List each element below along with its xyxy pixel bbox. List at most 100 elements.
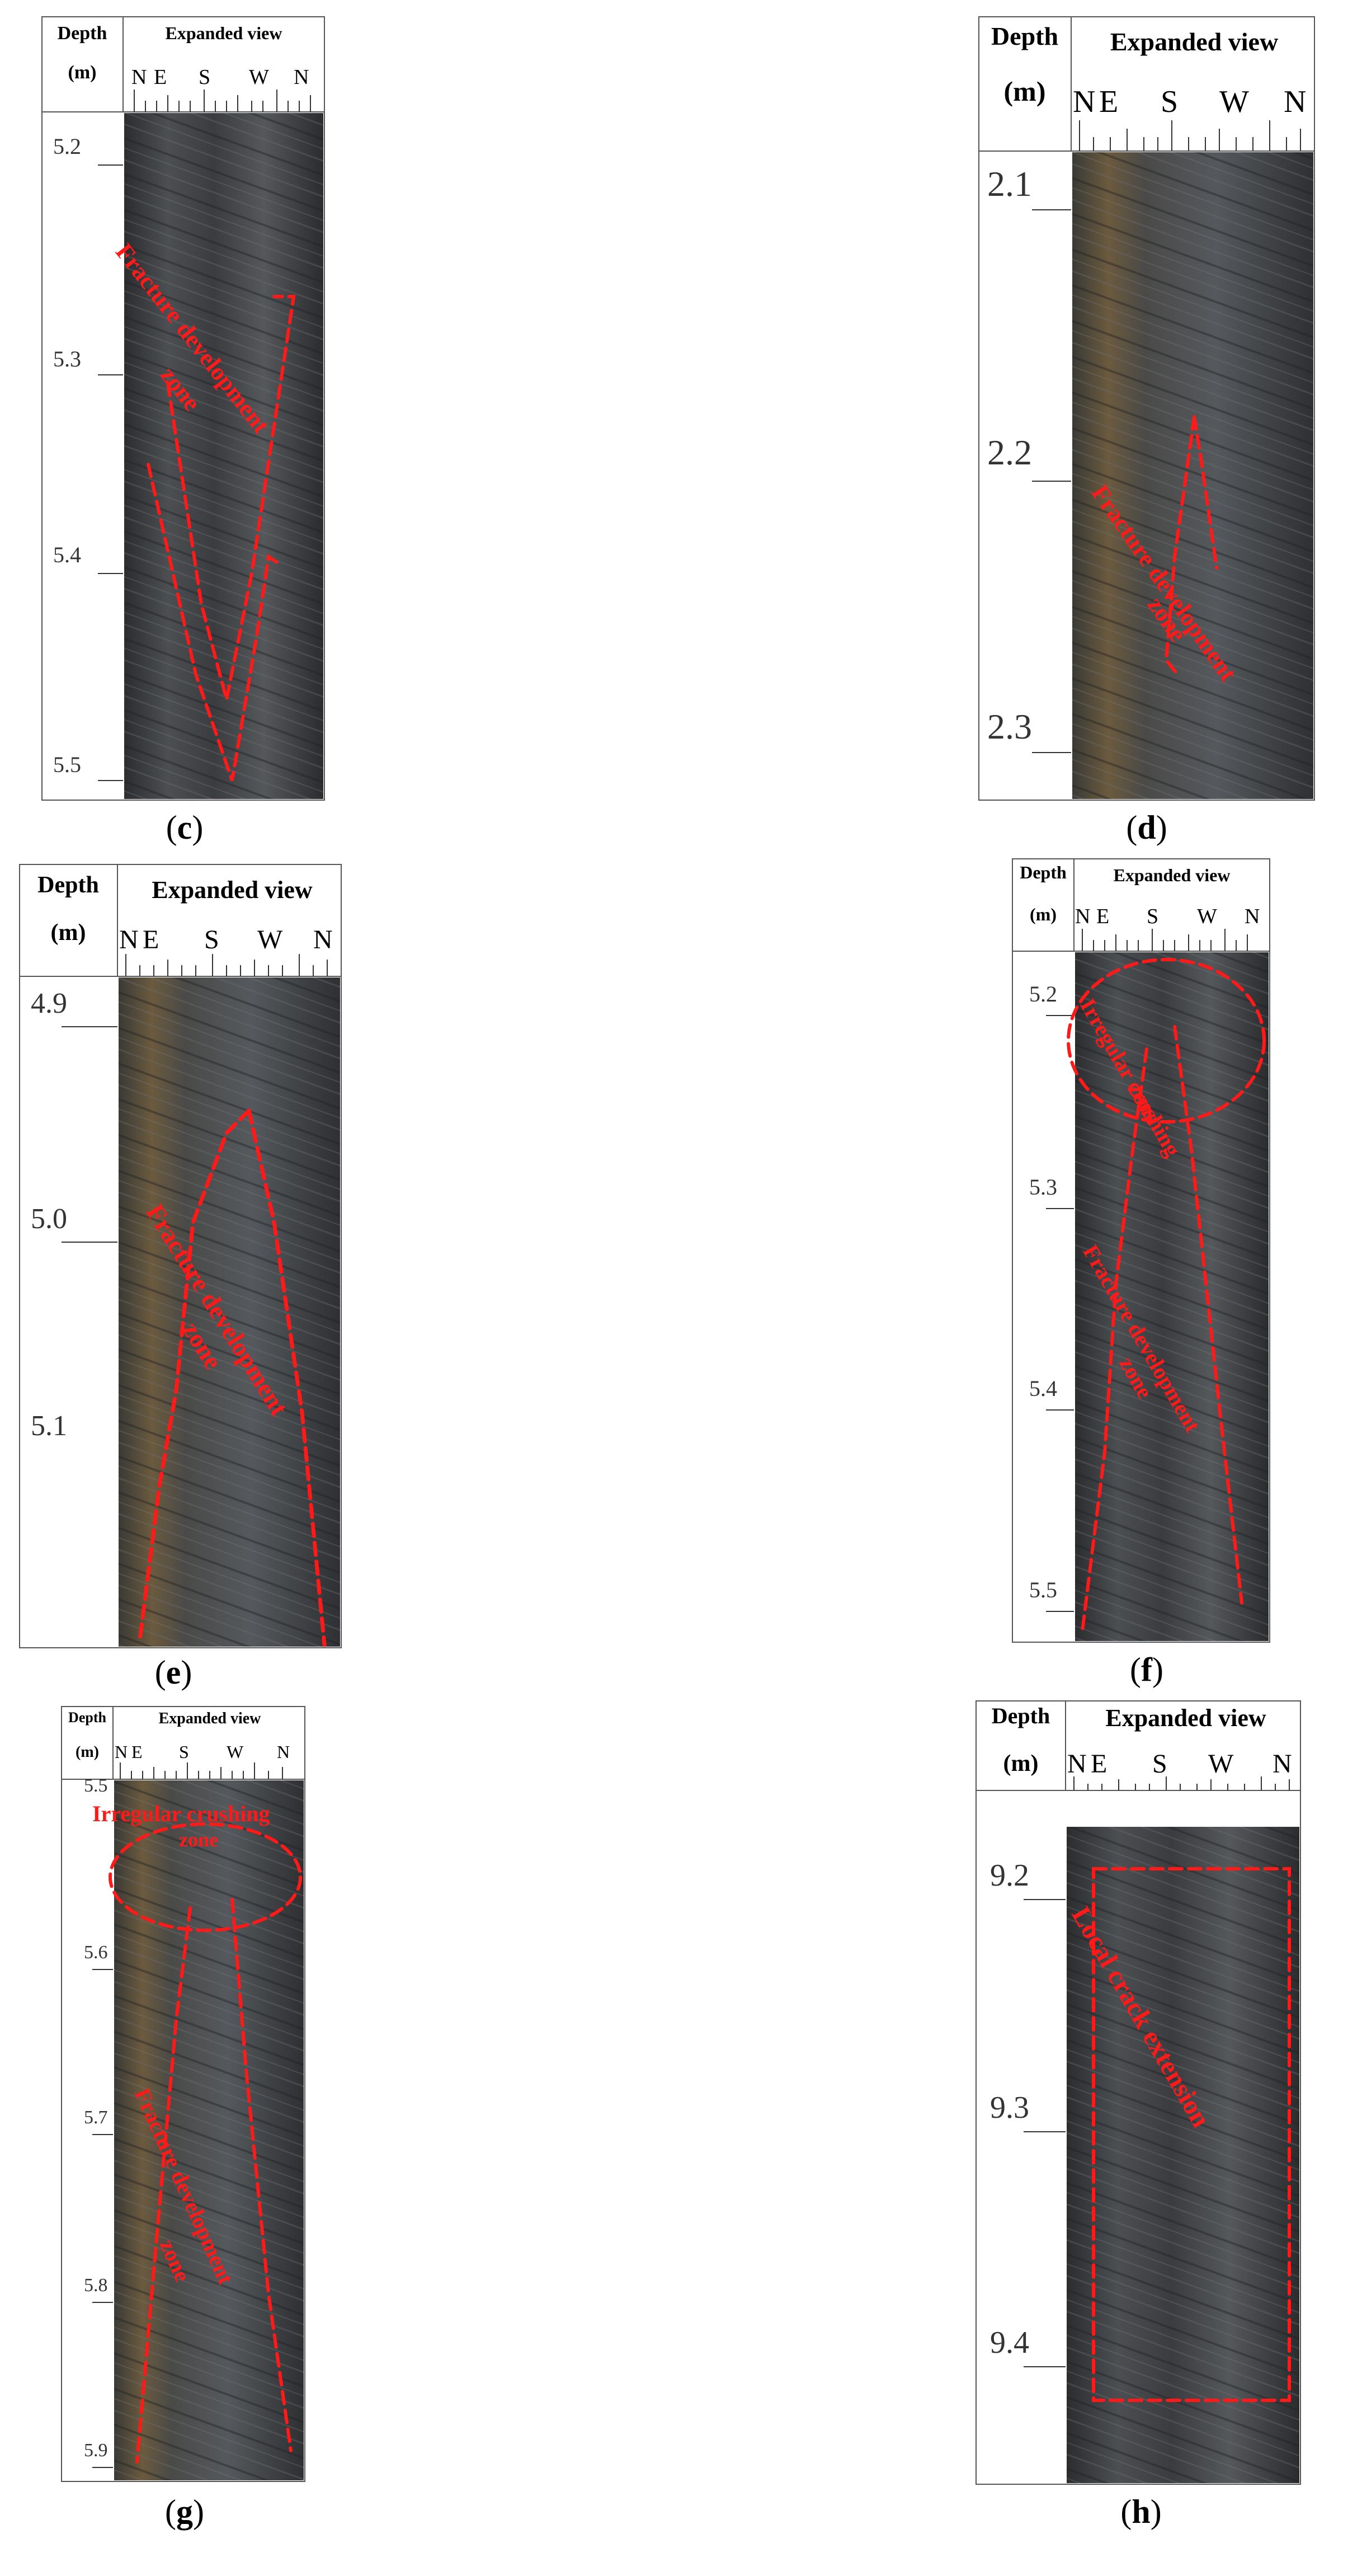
crushing-zone-outline	[109, 1822, 302, 1932]
borehole-log-d-graphic: Depth (m) Expanded view N E S W N 2.1 2.…	[978, 16, 1315, 801]
direction-s: S	[1161, 84, 1178, 119]
depth-header: Depth	[68, 1709, 106, 1726]
expanded-view-header: Expanded view	[1114, 865, 1231, 885]
direction-w: W	[257, 925, 283, 955]
depth-label: 9.3	[990, 2090, 1029, 2125]
direction-s: S	[199, 65, 210, 89]
borehole-log-f-graphic: Depth (m) Expanded view N E S W N 5.2 5.…	[1012, 858, 1270, 1643]
direction-n1: N	[119, 925, 139, 955]
direction-w: W	[1219, 84, 1249, 119]
borehole-log-c-graphic: Depth (m) Expanded view N E S W N 5.2 5.…	[41, 16, 325, 801]
direction-n2: N	[277, 1742, 290, 1762]
direction-e: E	[154, 65, 167, 89]
unit-header: (m)	[76, 1743, 99, 1761]
expanded-view-header: Expanded view	[152, 876, 313, 904]
depth-header: Depth	[58, 23, 107, 44]
depth-label: 5.4	[1029, 1376, 1057, 1401]
direction-n1: N	[1075, 905, 1090, 928]
depth-label: 2.3	[987, 707, 1032, 746]
depth-label: 5.4	[53, 542, 81, 567]
borehole-log-e-graphic: Depth (m) Expanded view N E S W N 4.9 5.…	[19, 864, 342, 1648]
unit-header: (m)	[1030, 904, 1057, 924]
azimuth-ticks	[134, 90, 311, 112]
direction-e: E	[1099, 84, 1118, 119]
direction-e: E	[131, 1742, 143, 1762]
fracture-outline	[166, 295, 296, 700]
expanded-view-header: Expanded view	[159, 1710, 262, 1727]
borehole-log-g-graphic: Depth (m) Expanded view N E S W N 5.5 5.…	[61, 1706, 305, 2482]
depth-label: 5.6	[84, 1942, 108, 1963]
borehole-log-f: Depth (m) Expanded view N E S W N 5.2 5.…	[1012, 858, 1270, 1643]
direction-n2: N	[313, 925, 333, 955]
annotation-zone: zone	[179, 1828, 218, 1851]
depth-header: Depth	[991, 22, 1058, 50]
direction-n2: N	[294, 65, 309, 89]
borehole-log-c: Depth (m) Expanded view N E S W N 5.2 5.…	[41, 16, 325, 801]
direction-e: E	[1091, 1749, 1107, 1779]
depth-label: 5.2	[53, 134, 81, 159]
direction-s: S	[1152, 1749, 1167, 1779]
depth-label: 5.2	[1029, 981, 1057, 1007]
borehole-log-e: Depth (m) Expanded view N E S W N 4.9 5.…	[19, 864, 342, 1648]
fracture-outline	[135, 1906, 192, 2464]
depth-label: 9.4	[990, 2325, 1029, 2360]
direction-e: E	[143, 925, 159, 955]
depth-label: 2.1	[987, 164, 1032, 204]
borehole-log-h: Depth (m) Expanded view N E S W N 9.2 9.…	[975, 1700, 1301, 2485]
borehole-log-d: Depth (m) Expanded view N E S W N 2.1 2.…	[978, 16, 1315, 801]
caption-c: (c)	[166, 809, 204, 846]
depth-header: Depth	[37, 872, 99, 898]
borehole-log-g: Depth (m) Expanded view N E S W N 5.5 5.…	[61, 1706, 305, 2482]
crushing-zone-outline	[1067, 958, 1266, 1124]
caption-d: (d)	[1126, 809, 1167, 846]
direction-n2: N	[1245, 905, 1260, 928]
depth-label: 5.8	[84, 2275, 108, 2296]
depth-label: 5.5	[84, 1775, 108, 1796]
direction-s: S	[204, 925, 219, 955]
fracture-outline	[247, 1108, 327, 1647]
annotation-crushing-zone: Irregular crushing	[92, 1801, 270, 1826]
fracture-outline	[1081, 1047, 1148, 1633]
caption-h: (h)	[1120, 2493, 1162, 2530]
depth-label: 4.9	[31, 988, 67, 1019]
fracture-outline	[1193, 415, 1218, 570]
unit-header: (m)	[68, 62, 97, 83]
borehole-log-h-graphic: Depth (m) Expanded view N E S W N 9.2 9.…	[975, 1700, 1301, 2485]
direction-w: W	[249, 65, 269, 89]
crack-extension-outline	[1092, 1867, 1291, 2402]
depth-header: Depth	[992, 1703, 1050, 1728]
direction-e: E	[1096, 905, 1109, 928]
direction-w: W	[227, 1742, 244, 1762]
direction-n2: N	[1284, 84, 1306, 119]
depth-label: 5.5	[1029, 1577, 1057, 1602]
depth-label: 5.3	[53, 346, 81, 372]
depth-label: 5.3	[1029, 1174, 1057, 1200]
depth-label: 5.1	[31, 1410, 67, 1442]
depth-label: 5.7	[84, 2107, 108, 2128]
depth-label: 9.2	[990, 1858, 1029, 1893]
direction-w: W	[1197, 905, 1217, 928]
direction-s: S	[1147, 905, 1158, 928]
unit-header: (m)	[1004, 76, 1046, 107]
caption-f: (f)	[1130, 1651, 1163, 1688]
direction-n1: N	[115, 1742, 128, 1762]
direction-n1: N	[1073, 84, 1095, 119]
depth-label: 5.9	[84, 2440, 108, 2461]
fracture-outline	[138, 1108, 251, 1642]
direction-w: W	[1208, 1749, 1234, 1779]
expanded-view-header: Expanded view	[1105, 1704, 1266, 1732]
depth-label: 2.2	[987, 433, 1032, 472]
fracture-outline	[1173, 1025, 1243, 1605]
unit-header: (m)	[51, 920, 86, 946]
expanded-view-header: Expanded view	[1110, 27, 1278, 56]
fracture-outline	[230, 1898, 293, 2452]
caption-e: (e)	[154, 1654, 192, 1691]
caption-g: (g)	[165, 2493, 204, 2530]
direction-n2: N	[1273, 1749, 1292, 1779]
direction-n1: N	[1067, 1749, 1087, 1779]
fracture-outline	[1164, 415, 1196, 676]
expanded-view-header: Expanded view	[166, 23, 282, 43]
direction-n1: N	[131, 65, 147, 89]
direction-s: S	[179, 1742, 189, 1762]
depth-header: Depth	[1020, 862, 1067, 882]
